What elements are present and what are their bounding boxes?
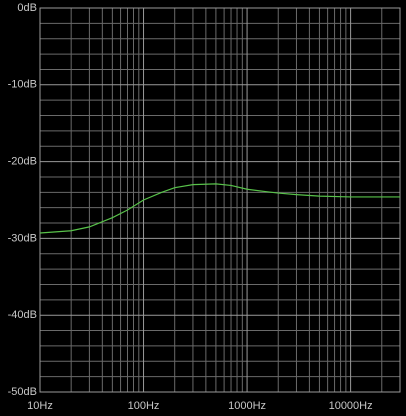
y-tick-label: -40dB — [8, 309, 37, 321]
y-tick-label: -10dB — [8, 79, 37, 91]
y-tick-label: -30dB — [8, 232, 37, 244]
x-tick-label: 10Hz — [27, 400, 53, 412]
x-tick-label: 10000Hz — [329, 400, 373, 412]
y-tick-label: -20dB — [8, 156, 37, 168]
plot-border — [39, 7, 401, 393]
x-tick-label: 100Hz — [128, 400, 160, 412]
x-tick-label: 1000Hz — [228, 400, 266, 412]
response-curve — [39, 183, 400, 234]
y-tick-label: -50dB — [8, 386, 37, 398]
y-tick-label: 0dB — [17, 2, 37, 14]
